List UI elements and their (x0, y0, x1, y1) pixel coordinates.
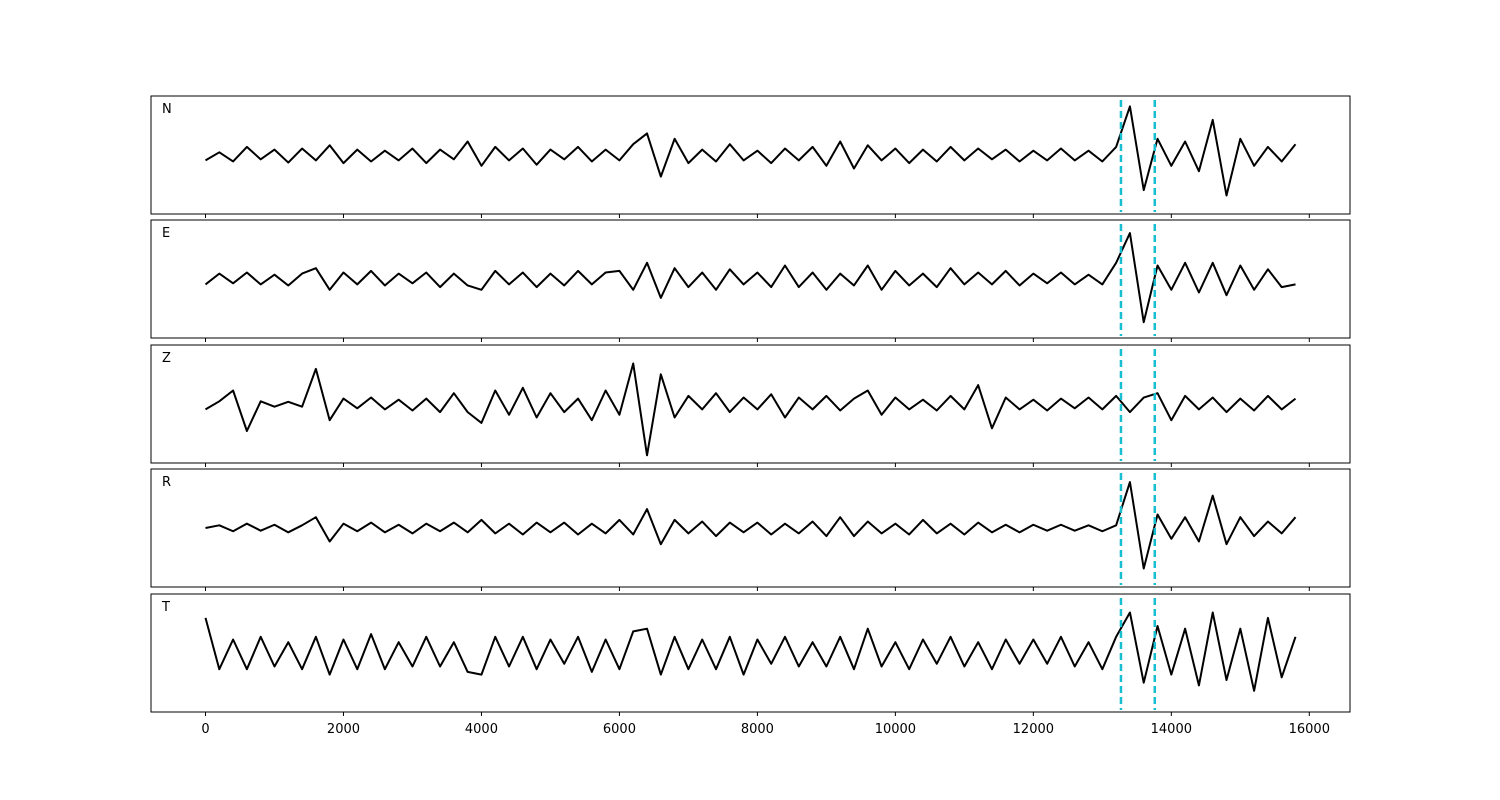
x-tick-label: 10000 (875, 722, 916, 737)
x-tick-label: 12000 (1013, 722, 1054, 737)
panel-label: R (162, 475, 171, 490)
x-tick-label: 16000 (1289, 722, 1330, 737)
x-tick-label: 0 (201, 722, 209, 737)
x-tick-label: 14000 (1151, 722, 1192, 737)
panel-frame (150, 593, 1351, 713)
panel-label: E (162, 226, 170, 241)
panel-label: N (162, 102, 172, 117)
panel-label: Z (162, 351, 171, 366)
x-tick-label: 8000 (741, 722, 774, 737)
waveform (204, 105, 1297, 197)
x-tick-label: 4000 (465, 722, 498, 737)
x-tick-label: 2000 (327, 722, 360, 737)
waveform (205, 481, 1297, 570)
waveform (204, 232, 1296, 324)
waveform (204, 362, 1297, 457)
panel-label: T (161, 600, 170, 615)
waveform (204, 611, 1297, 692)
x-tick-label: 6000 (603, 722, 636, 737)
